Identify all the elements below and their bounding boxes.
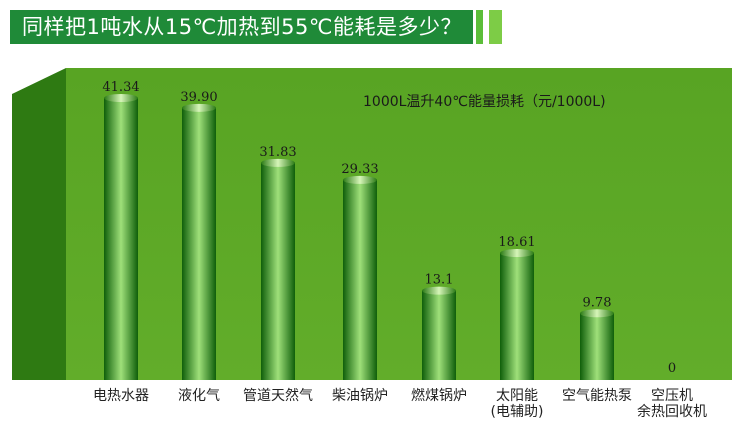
data-label: 0 [668, 361, 676, 376]
bar-cap [261, 158, 295, 167]
x-tick-label-main: 空压机 [651, 388, 693, 404]
x-tick-label-main: 管道天然气 [243, 388, 313, 404]
x-tick-label-main: 空气能热泵 [562, 388, 632, 404]
chart-title: 1000L温升40℃能量损耗（元/1000L) [363, 94, 606, 110]
x-tick-label: 燃煤锅炉 [389, 388, 489, 404]
x-tick-label: 液化气 [149, 388, 249, 404]
chart-panel [66, 68, 732, 380]
x-tick-label-main: 太阳能 [496, 388, 538, 404]
x-tick-label: 柴油锅炉 [310, 388, 410, 404]
x-tick-label-main: 液化气 [178, 388, 220, 404]
bar [500, 253, 534, 380]
x-tick-label-main: 柴油锅炉 [332, 388, 388, 404]
bar [580, 313, 614, 380]
data-label: 31.83 [259, 145, 296, 160]
x-tick-label: 管道天然气 [228, 388, 328, 404]
chart-panel-side [12, 68, 66, 380]
data-label: 41.34 [102, 80, 139, 95]
bar-cap [182, 103, 216, 112]
bar [343, 179, 377, 380]
bar-cap [104, 94, 138, 102]
x-tick-label: 空气能热泵 [547, 388, 647, 404]
x-tick-label-sub: (电辅助) [490, 404, 544, 420]
data-label: 9.78 [583, 295, 612, 310]
x-tick-label-main: 电热水器 [93, 388, 149, 404]
bar [422, 290, 456, 380]
bar-cap [422, 286, 456, 295]
x-tick-label: 太阳能 (电辅助) [467, 388, 567, 420]
x-tick-label: 空压机 余热回收机 [622, 388, 722, 420]
bar [182, 107, 216, 380]
page-title: 同样把1吨水从15℃加热到55℃能耗是多少？ [22, 15, 462, 39]
bar-cap [580, 309, 614, 318]
x-tick-label-sub: 余热回收机 [637, 404, 707, 420]
title-banner [10, 10, 502, 44]
data-label: 13.1 [425, 273, 454, 288]
data-label: 29.33 [341, 162, 378, 177]
x-tick-label: 电热水器 [71, 388, 171, 404]
data-label: 18.61 [498, 235, 535, 250]
banner-stripe [476, 10, 483, 44]
x-tick-label-main: 燃煤锅炉 [411, 388, 467, 404]
bar [104, 98, 138, 380]
bar-cap [500, 249, 534, 258]
bar [261, 162, 295, 380]
banner-stripe [489, 10, 502, 44]
bar-cap [343, 175, 377, 184]
data-label: 39.90 [180, 90, 217, 105]
